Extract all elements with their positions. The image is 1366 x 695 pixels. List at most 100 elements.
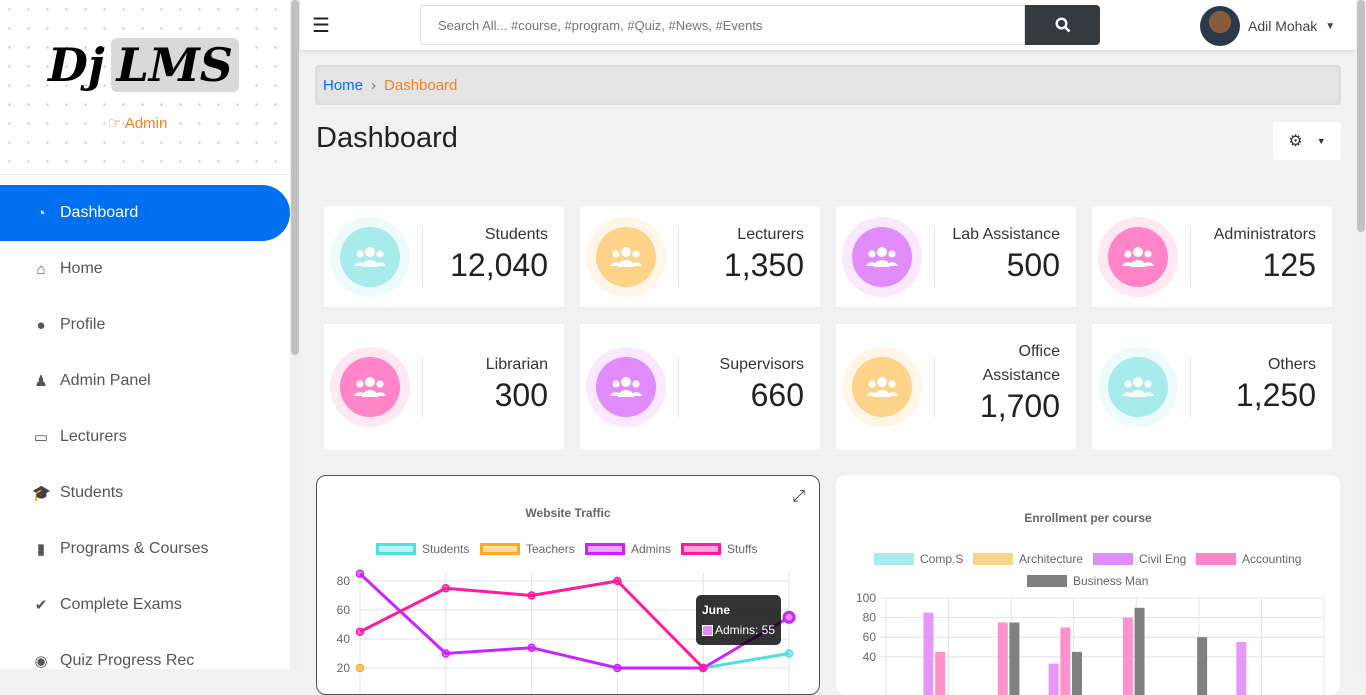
- search-icon: [1055, 17, 1071, 33]
- legend-item[interactable]: Architecture: [973, 552, 1083, 566]
- sidebar-item-programs-courses[interactable]: ▮ Programs & Courses: [0, 521, 290, 577]
- bar-civil-eng: [923, 613, 933, 695]
- legend-item[interactable]: Teachers: [480, 542, 575, 556]
- search-input[interactable]: [420, 5, 1025, 45]
- breadcrumb: Home › Dashboard: [315, 65, 1341, 105]
- stat-card-lab-assistance[interactable]: Lab Assistance 500: [836, 206, 1076, 307]
- y-tick-label: 80: [337, 574, 351, 588]
- legend-item[interactable]: Accounting: [1196, 552, 1301, 566]
- legend-swatch: [1093, 553, 1133, 565]
- page-scrollbar-thumb[interactable]: [1357, 0, 1365, 232]
- stat-card-administrators[interactable]: Administrators 125: [1092, 206, 1332, 307]
- legend-item[interactable]: Comp.S: [874, 552, 963, 566]
- legend-label: Stuffs: [727, 542, 757, 556]
- avatar: [1200, 6, 1240, 46]
- stat-card-others[interactable]: Others 1,250: [1092, 324, 1332, 450]
- stat-card-lecturers[interactable]: Lecturers 1,350: [580, 206, 820, 307]
- legend-swatch: [1196, 553, 1236, 565]
- y-tick-label: 100: [856, 591, 876, 605]
- sidebar-scrollbar-thumb[interactable]: [291, 0, 299, 355]
- role-label: ☞ Admin: [108, 114, 167, 132]
- legend-item[interactable]: Business Man: [1027, 574, 1148, 588]
- settings-dropdown-button[interactable]: ⚙▼: [1273, 122, 1341, 160]
- sidebar-item-lecturers[interactable]: ▭ Lecturers: [0, 409, 290, 465]
- stat-card-librarian[interactable]: Librarian 300: [324, 324, 564, 450]
- stat-label: Others: [1116, 353, 1316, 377]
- sidebar-item-quiz-progress-rec[interactable]: ◉Quiz Progress Rec: [0, 633, 290, 689]
- stat-value: 500: [1007, 247, 1060, 284]
- legend-item[interactable]: Civil Eng: [1093, 552, 1186, 566]
- sidebar-item-students[interactable]: 🎓Students: [0, 465, 290, 521]
- sidebar-item-complete-exams[interactable]: ✔ Complete Exams: [0, 577, 290, 633]
- bar-business-man: [1072, 652, 1082, 695]
- search-button[interactable]: [1025, 5, 1100, 45]
- legend-item[interactable]: Students: [376, 542, 469, 556]
- sidebar-item-dashboard[interactable]: ◔Dashboard: [0, 185, 290, 241]
- menu-toggle-icon[interactable]: ☰: [312, 13, 330, 38]
- caret-down-icon: ▼: [1317, 136, 1326, 146]
- data-point: [528, 592, 535, 599]
- legend-label: Students: [422, 542, 469, 556]
- bar-civil-eng: [1049, 664, 1059, 695]
- data-point: [614, 665, 621, 672]
- chevron-right-icon: ›: [371, 77, 376, 94]
- sidebar-item-label: Lecturers: [60, 428, 127, 446]
- gear-icon: ⚙: [1288, 131, 1302, 151]
- book-open-icon: ▮: [32, 540, 50, 558]
- sidebar-item-home[interactable]: ⌂Home: [0, 241, 290, 297]
- sidebar-item-label: Home: [60, 260, 103, 278]
- bar-business-man: [1197, 637, 1207, 695]
- logo-text-lms: LMS: [111, 38, 239, 92]
- data-point: [786, 650, 793, 657]
- legend-label: Admins: [631, 542, 671, 556]
- stat-card-supervisors[interactable]: Supervisors 660: [580, 324, 820, 450]
- sidebar-item-label: Profile: [60, 316, 105, 334]
- bar-accounting: [935, 652, 945, 695]
- user-tie-icon: ♟: [32, 372, 50, 390]
- sidebar-item-profile[interactable]: ● Profile: [0, 297, 290, 353]
- stat-card-students[interactable]: Students 12,040: [324, 206, 564, 307]
- stat-value: 125: [1263, 247, 1316, 284]
- sidebar-item-admin-panel[interactable]: ♟Admin Panel: [0, 353, 290, 409]
- check-double-icon: ✔: [32, 596, 50, 614]
- bar-business-man: [1135, 608, 1145, 695]
- bar-business-man: [1009, 623, 1019, 695]
- bar-accounting: [1060, 627, 1070, 695]
- stat-label: Students: [348, 223, 548, 247]
- bar-accounting: [1123, 618, 1133, 695]
- legend-item[interactable]: Admins: [585, 542, 671, 556]
- user-icon: ●: [32, 317, 50, 334]
- user-name: Adil Mohak: [1248, 18, 1317, 34]
- stat-label: Lecturers: [604, 223, 804, 247]
- sidebar-item-label: Students: [60, 484, 123, 502]
- breadcrumb-home[interactable]: Home: [323, 77, 363, 94]
- sidebar-item-label: Complete Exams: [60, 596, 182, 614]
- legend-swatch: [480, 543, 520, 555]
- stat-card-office-assistance[interactable]: Office Assistance 1,700: [836, 324, 1076, 450]
- tooltip-swatch: [702, 625, 713, 636]
- page-title: Dashboard: [316, 122, 458, 155]
- sidebar-item-label: Programs & Courses: [60, 540, 209, 558]
- legend-item[interactable]: Stuffs: [681, 542, 757, 556]
- y-tick-label: 60: [337, 603, 351, 617]
- y-tick-label: 40: [863, 650, 877, 664]
- y-tick-label: 60: [863, 630, 877, 644]
- chalkboard-teacher-icon: ▭: [32, 428, 50, 446]
- data-point: [357, 570, 364, 577]
- stat-value: 1,700: [980, 388, 1060, 425]
- legend-label: Accounting: [1242, 552, 1301, 566]
- data-point: [614, 578, 621, 585]
- user-menu[interactable]: Adil Mohak▼: [1200, 6, 1335, 46]
- logo-text-dj: Dj: [48, 38, 105, 92]
- stat-label: Librarian: [348, 353, 548, 377]
- tooltip-text: Admins: 55: [715, 620, 775, 640]
- stat-label: Office Assistance: [950, 340, 1060, 388]
- hand-point-icon: ☞: [108, 115, 125, 132]
- stat-label: Administrators: [1116, 223, 1316, 247]
- legend-label: Civil Eng: [1139, 552, 1186, 566]
- stat-value: 300: [495, 377, 548, 414]
- y-tick-label: 20: [337, 661, 351, 675]
